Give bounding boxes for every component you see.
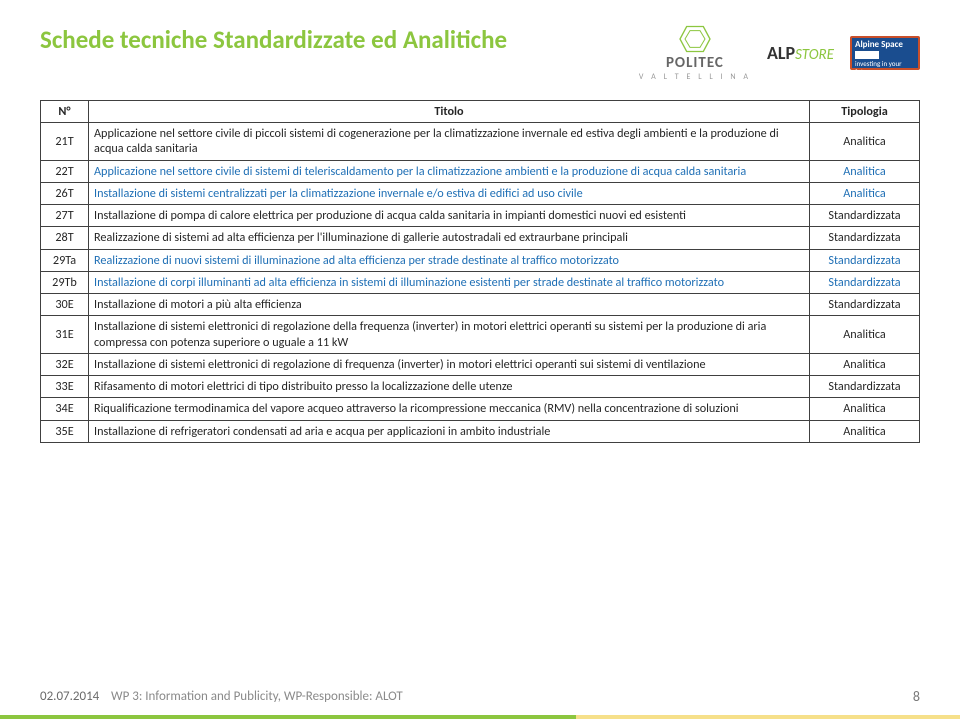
- page-title: Schede tecniche Standardizzate ed Analit…: [40, 24, 507, 55]
- table-row: 29TaRealizzazione di nuovi sistemi di il…: [41, 249, 920, 271]
- cell-n: 22T: [41, 160, 89, 182]
- table-row: 29TbInstallazione di corpi illuminanti a…: [41, 271, 920, 293]
- cell-n: 30E: [41, 294, 89, 316]
- cell-n: 35E: [41, 420, 89, 442]
- schede-table: N° Titolo Tipologia 21TApplicazione nel …: [40, 100, 920, 443]
- table-row: 34ERiqualificazione termodinamica del va…: [41, 398, 920, 420]
- alp-store-text: STORE: [795, 46, 834, 64]
- alpstore-logo: ALPSTORE: [767, 42, 834, 64]
- cell-titolo: Installazione di sistemi elettronici di …: [89, 316, 810, 354]
- header-tipologia: Tipologia: [810, 101, 920, 123]
- footer-stripe: [0, 715, 960, 719]
- cell-tipologia: Standardizzata: [810, 249, 920, 271]
- cell-n: 27T: [41, 205, 89, 227]
- table-row: 28TRealizzazione di sistemi ad alta effi…: [41, 227, 920, 249]
- cell-n: 32E: [41, 353, 89, 375]
- header-row: Schede tecniche Standardizzate ed Analit…: [40, 24, 920, 82]
- footer: 02.07.2014 WP 3: Information and Publici…: [40, 688, 920, 705]
- cell-tipologia: Analitica: [810, 160, 920, 182]
- logos-block: POLITEC V A L T E L L I N A ALPSTORE Alp…: [639, 24, 920, 82]
- cell-n: 21T: [41, 123, 89, 161]
- footer-date: 02.07.2014: [40, 689, 99, 704]
- cell-n: 29Ta: [41, 249, 89, 271]
- page-root: Schede tecniche Standardizzate ed Analit…: [0, 0, 960, 719]
- table-body: 21TApplicazione nel settore civile di pi…: [41, 123, 920, 443]
- cell-n: 26T: [41, 182, 89, 204]
- table-row: 21TApplicazione nel settore civile di pi…: [41, 123, 920, 161]
- cell-titolo: Riqualificazione termodinamica del vapor…: [89, 398, 810, 420]
- cell-titolo: Installazione di pompa di calore elettri…: [89, 205, 810, 227]
- cell-tipologia: Standardizzata: [810, 376, 920, 398]
- table-row: 35EInstallazione di refrigeratori conden…: [41, 420, 920, 442]
- cell-titolo: Installazione di motori a più alta effic…: [89, 294, 810, 316]
- header-n: N°: [41, 101, 89, 123]
- cell-tipologia: Standardizzata: [810, 227, 920, 249]
- cell-tipologia: Standardizzata: [810, 294, 920, 316]
- cell-n: 33E: [41, 376, 89, 398]
- table-row: 31EInstallazione di sistemi elettronici …: [41, 316, 920, 354]
- table-row: 27TInstallazione di pompa di calore elet…: [41, 205, 920, 227]
- alpine-top-text: Alpine Space: [855, 40, 915, 50]
- cell-titolo: Rifasamento di motori elettrici di tipo …: [89, 376, 810, 398]
- header-titolo: Titolo: [89, 101, 810, 123]
- cell-titolo: Installazione di sistemi centralizzati p…: [89, 182, 810, 204]
- cell-titolo: Applicazione nel settore civile di siste…: [89, 160, 810, 182]
- politec-logo: POLITEC V A L T E L L I N A: [639, 24, 751, 82]
- cell-titolo: Installazione di corpi illuminanti ad al…: [89, 271, 810, 293]
- table-row: 30EInstallazione di motori a più alta ef…: [41, 294, 920, 316]
- cell-tipologia: Analitica: [810, 123, 920, 161]
- cell-n: 28T: [41, 227, 89, 249]
- cell-tipologia: Standardizzata: [810, 205, 920, 227]
- cell-n: 31E: [41, 316, 89, 354]
- table-row: 22TApplicazione nel settore civile di si…: [41, 160, 920, 182]
- alpine-space-logo: Alpine Space investing in your future: [850, 36, 920, 70]
- footer-page-number: 8: [913, 688, 920, 705]
- alp-text: ALP: [767, 42, 795, 64]
- cell-n: 29Tb: [41, 271, 89, 293]
- cell-titolo: Installazione di refrigeratori condensat…: [89, 420, 810, 442]
- cell-titolo: Applicazione nel settore civile di picco…: [89, 123, 810, 161]
- table-header-row: N° Titolo Tipologia: [41, 101, 920, 123]
- footer-wp: WP 3: Information and Publicity, WP-Resp…: [111, 689, 403, 704]
- cell-tipologia: Analitica: [810, 353, 920, 375]
- cell-titolo: Realizzazione di nuovi sistemi di illumi…: [89, 249, 810, 271]
- politec-hex-icon: [678, 24, 712, 54]
- cell-tipologia: Analitica: [810, 398, 920, 420]
- table-row: 26TInstallazione di sistemi centralizzat…: [41, 182, 920, 204]
- politec-text: POLITEC: [666, 54, 724, 72]
- cell-tipologia: Standardizzata: [810, 271, 920, 293]
- cell-titolo: Realizzazione di sistemi ad alta efficie…: [89, 227, 810, 249]
- cell-titolo: Installazione di sistemi elettronici di …: [89, 353, 810, 375]
- cell-n: 34E: [41, 398, 89, 420]
- alpine-bottom-text: investing in your future: [855, 60, 915, 75]
- cell-tipologia: Analitica: [810, 420, 920, 442]
- politec-sub: V A L T E L L I N A: [639, 72, 751, 82]
- cell-tipologia: Analitica: [810, 316, 920, 354]
- table-row: 32EInstallazione di sistemi elettronici …: [41, 353, 920, 375]
- table-row: 33ERifasamento di motori elettrici di ti…: [41, 376, 920, 398]
- cell-tipologia: Analitica: [810, 182, 920, 204]
